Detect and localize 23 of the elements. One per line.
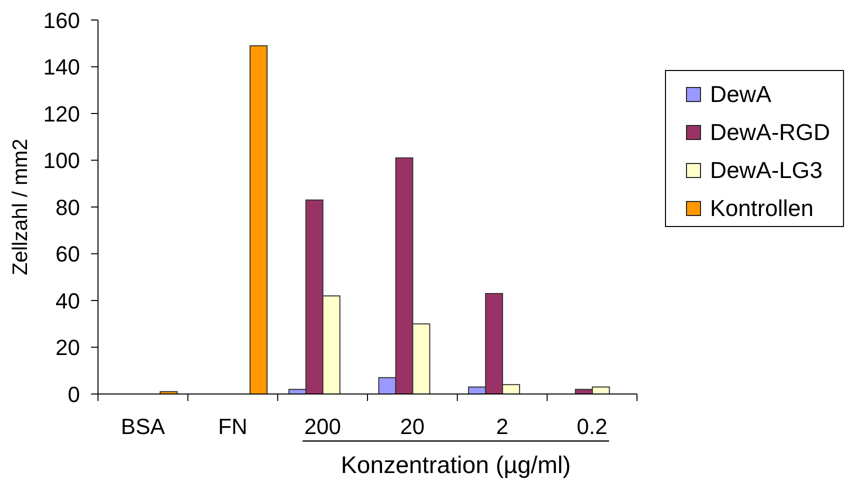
x-tick-label: 200 <box>304 414 341 438</box>
x-tick-label: FN <box>218 414 248 438</box>
y-tick-label: 0 <box>68 382 80 407</box>
y-axis-title: Zellzahl / mm2 <box>8 138 32 276</box>
bar <box>160 391 178 394</box>
y-tick-label: 160 <box>43 8 80 33</box>
x-tick-label: BSA <box>120 414 166 438</box>
x-tick-label: 20 <box>400 414 425 438</box>
x-axis-title: Konzentration (µg/ml) <box>340 452 571 478</box>
bar <box>250 45 268 394</box>
y-tick-label: 120 <box>43 101 80 126</box>
y-tick-label: 80 <box>56 194 80 220</box>
y-tick-label: 60 <box>56 242 80 267</box>
y-tick-label: 140 <box>43 54 80 80</box>
x-tick-label: 0.2 <box>576 414 608 438</box>
legend-label: Kontrollen <box>710 194 814 220</box>
y-tick-label: 20 <box>56 335 80 360</box>
y-tick-label: 100 <box>43 148 80 174</box>
y-tick-label: 40 <box>56 288 80 314</box>
legend-label: DewA-LG3 <box>710 156 822 182</box>
x-tick-label: 2 <box>496 414 508 438</box>
legend-label: DewA-RGD <box>710 118 830 144</box>
legend-label: DewA <box>710 80 772 106</box>
